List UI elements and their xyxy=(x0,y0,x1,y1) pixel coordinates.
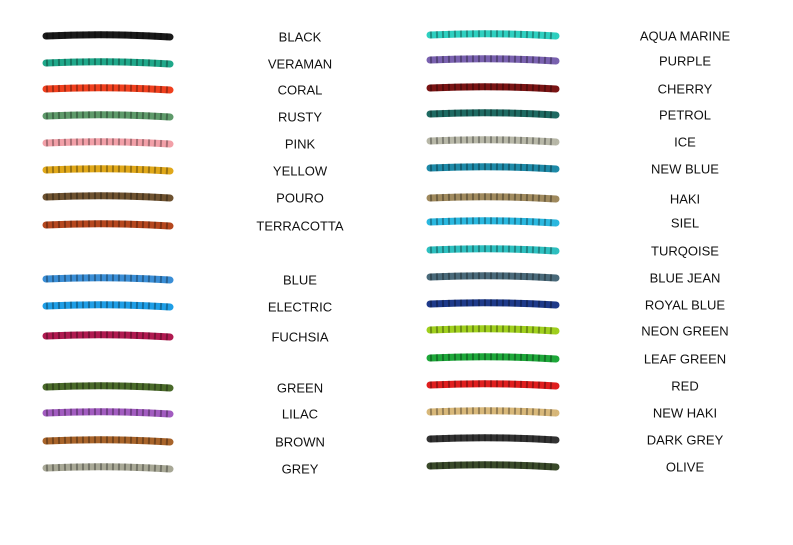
color-label: POURO xyxy=(276,190,324,205)
color-label: YELLOW xyxy=(273,163,328,178)
cord xyxy=(42,192,174,202)
cord xyxy=(426,325,560,335)
cord-braid xyxy=(45,436,171,446)
cord xyxy=(426,30,560,40)
cord xyxy=(426,217,560,227)
color-label: CORAL xyxy=(278,82,323,97)
cord xyxy=(426,83,560,93)
cord-braid xyxy=(45,58,171,68)
color-label: BLUE JEAN xyxy=(650,270,721,285)
color-label: RUSTY xyxy=(278,109,322,124)
color-label: FUCHSIA xyxy=(271,329,328,344)
cord-braid xyxy=(45,382,171,392)
cord xyxy=(426,245,560,255)
cord-braid xyxy=(45,84,171,94)
cord xyxy=(426,163,560,173)
cord xyxy=(42,301,174,311)
cord xyxy=(42,331,174,341)
color-label: BROWN xyxy=(275,434,325,449)
color-label: VERAMAN xyxy=(268,56,332,71)
color-label: ICE xyxy=(674,134,696,149)
color-label: CHERRY xyxy=(658,81,713,96)
color-label: AQUA MARINE xyxy=(640,28,731,43)
cord xyxy=(42,58,174,68)
color-label: PETROL xyxy=(659,107,711,122)
cord xyxy=(426,461,560,471)
cord xyxy=(42,436,174,446)
cord xyxy=(42,463,174,473)
cord xyxy=(426,193,560,203)
cord-braid xyxy=(45,463,171,473)
cord-braid xyxy=(45,31,171,41)
color-label: LEAF GREEN xyxy=(644,351,726,366)
cord xyxy=(42,138,174,148)
color-label: NEW HAKI xyxy=(653,405,717,420)
color-label: GREY xyxy=(282,461,319,476)
cord xyxy=(42,111,174,121)
color-label: RED xyxy=(671,378,698,393)
color-label: BLACK xyxy=(279,29,322,44)
color-label: TURQOISE xyxy=(651,243,719,258)
cord-braid xyxy=(45,192,171,202)
cord xyxy=(426,299,560,309)
cord xyxy=(42,165,174,175)
cord-braid xyxy=(45,220,171,230)
color-label: BLUE xyxy=(283,272,317,287)
cord-braid xyxy=(45,165,171,175)
cord xyxy=(42,408,174,418)
cord-braid xyxy=(45,408,171,418)
cord xyxy=(42,31,174,41)
color-label: PINK xyxy=(285,136,316,151)
cord-braid xyxy=(45,274,171,284)
cord-braid xyxy=(45,331,171,341)
color-label: HAKI xyxy=(670,191,700,206)
color-label: PURPLE xyxy=(659,53,711,68)
cord xyxy=(42,220,174,230)
cord xyxy=(426,407,560,417)
color-label: ELECTRIC xyxy=(268,299,332,314)
cord xyxy=(426,380,560,390)
color-label: OLIVE xyxy=(666,459,705,474)
cord xyxy=(42,274,174,284)
cord xyxy=(42,382,174,392)
cord xyxy=(426,353,560,363)
cord xyxy=(426,55,560,65)
color-label: SIEL xyxy=(671,215,699,230)
color-label: GREEN xyxy=(277,380,323,395)
cord-braid xyxy=(45,111,171,121)
cord-braid xyxy=(45,138,171,148)
color-label: NEON GREEN xyxy=(641,323,728,338)
color-label: DARK GREY xyxy=(647,432,724,447)
cord xyxy=(42,84,174,94)
color-label: LILAC xyxy=(282,406,318,421)
color-label: TERRACOTTA xyxy=(256,218,343,233)
cord-braid xyxy=(45,301,171,311)
cord xyxy=(426,434,560,444)
color-label: ROYAL BLUE xyxy=(645,297,726,312)
cord xyxy=(426,109,560,119)
cord xyxy=(426,272,560,282)
cord xyxy=(426,136,560,146)
color-label: NEW BLUE xyxy=(651,161,719,176)
